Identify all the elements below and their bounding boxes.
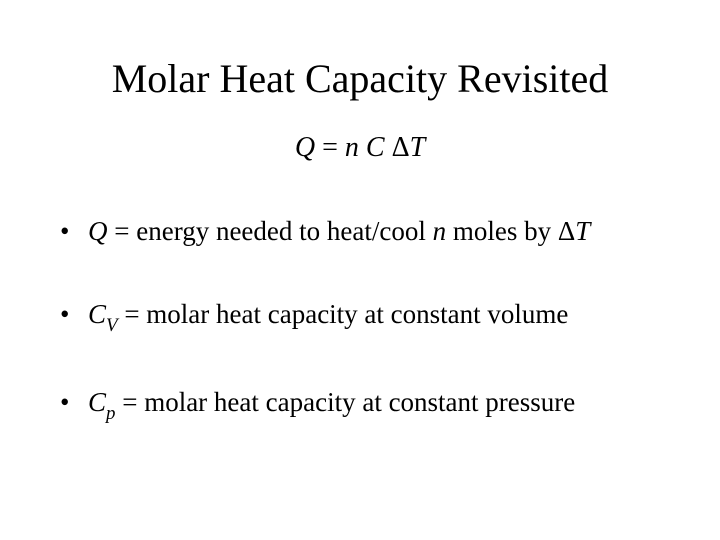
- text-q-2: moles by: [446, 216, 558, 246]
- eq-Q: Q: [295, 132, 315, 163]
- text-cv: = molar heat capacity at constant volume: [118, 299, 569, 329]
- text-cp: = molar heat capacity at constant pressu…: [115, 387, 575, 417]
- sym-T: T: [575, 216, 590, 246]
- eq-sp2: [385, 132, 392, 163]
- sym-C-v: C: [88, 299, 106, 329]
- sym-C-p: C: [88, 387, 106, 417]
- sym-Q: Q: [88, 216, 108, 246]
- bullet-item-cp: Cp = molar heat capacity at constant pre…: [60, 385, 670, 425]
- sym-delta: Δ: [558, 216, 575, 246]
- eq-T: T: [410, 132, 426, 163]
- sym-n: n: [433, 216, 447, 246]
- eq-C: C: [366, 132, 385, 163]
- main-equation: Q = n C ΔT: [50, 132, 670, 164]
- bullet-list: Q = energy needed to heat/cool n moles b…: [60, 214, 670, 425]
- text-q-1: = energy needed to heat/cool: [108, 216, 433, 246]
- bullet-item-cv: CV = molar heat capacity at constant vol…: [60, 297, 670, 337]
- eq-sp1: [359, 132, 366, 163]
- bullet-item-q: Q = energy needed to heat/cool n moles b…: [60, 214, 670, 249]
- sub-V: V: [106, 315, 118, 336]
- eq-delta: Δ: [392, 132, 410, 163]
- sub-p: p: [106, 403, 115, 424]
- eq-n: n: [345, 132, 359, 163]
- slide-title: Molar Heat Capacity Revisited: [50, 55, 670, 102]
- eq-equals: =: [315, 132, 345, 163]
- slide: Molar Heat Capacity Revisited Q = n C ΔT…: [0, 0, 720, 540]
